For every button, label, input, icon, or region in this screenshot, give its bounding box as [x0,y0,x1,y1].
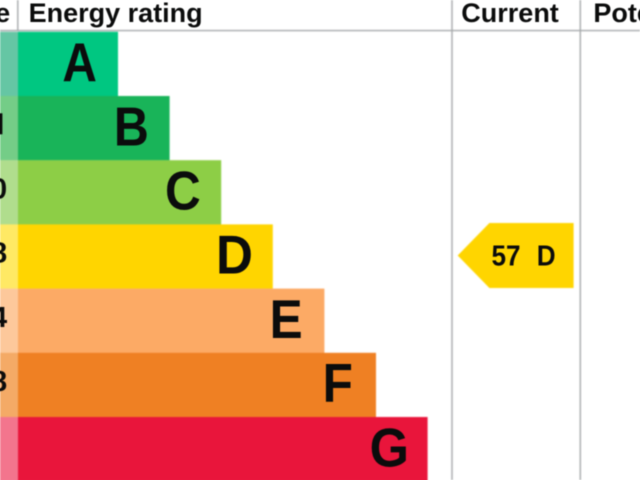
svg-text:A: A [62,31,97,93]
svg-text:21-38: 21-38 [0,366,7,398]
svg-text:D: D [216,225,253,286]
svg-text:B: B [114,95,149,157]
svg-text:C: C [165,161,201,222]
svg-text:69-80: 69-80 [0,174,7,206]
svg-text:D: D [537,239,556,272]
svg-text:G: G [370,417,409,478]
svg-text:Potential: Potential [593,0,640,28]
svg-text:F: F [323,354,353,415]
svg-text:Current: Current [461,0,559,28]
svg-text:E: E [270,290,303,351]
svg-text:55-68: 55-68 [0,238,7,270]
svg-text:Score: Score [0,0,10,28]
svg-text:57: 57 [492,239,521,272]
svg-text:39-54: 39-54 [0,302,7,334]
svg-text:Energy rating: Energy rating [29,0,203,28]
